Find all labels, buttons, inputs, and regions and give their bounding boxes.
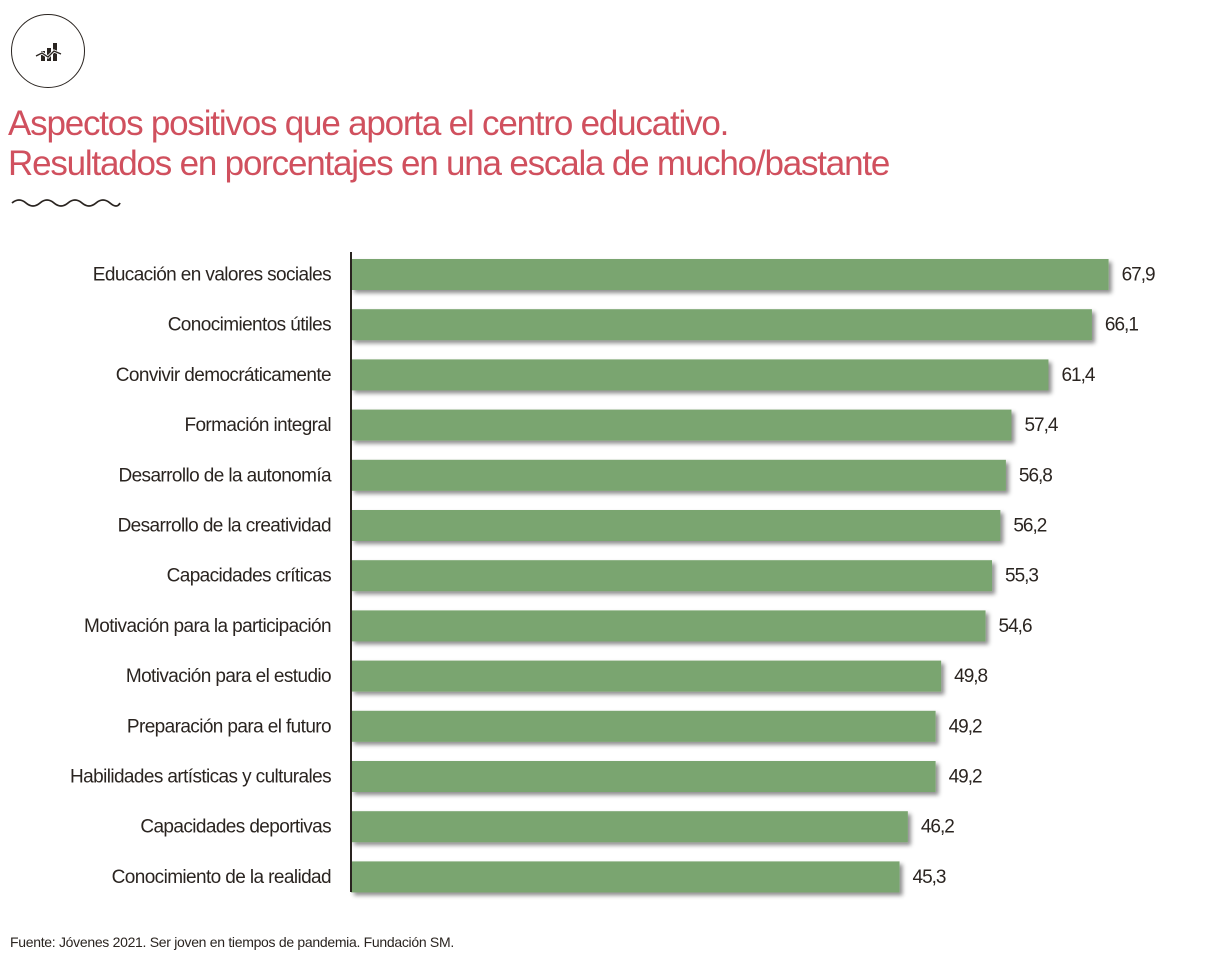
value-label: 57,4 xyxy=(1024,415,1058,436)
category-label: Preparación para el futuro xyxy=(127,716,331,737)
title-line-1: Aspectos positivos que aporta el centro … xyxy=(8,104,729,143)
page-title: Aspectos positivos que aporta el centro … xyxy=(8,104,890,184)
value-label: 66,1 xyxy=(1105,315,1138,336)
value-label: 49,2 xyxy=(949,767,982,788)
value-label: 56,2 xyxy=(1013,516,1046,537)
category-label: Motivación para la participación xyxy=(84,616,331,637)
value-label: 55,3 xyxy=(1005,566,1038,587)
bar-4 xyxy=(351,459,1006,491)
bar-6 xyxy=(351,560,993,592)
value-label: 49,2 xyxy=(949,716,982,737)
category-label: Capacidades deportivas xyxy=(140,817,331,838)
bar-2 xyxy=(351,359,1049,391)
category-label: Conocimiento de la realidad xyxy=(112,867,331,888)
category-label: Educación en valores sociales xyxy=(93,265,331,286)
value-label: 61,4 xyxy=(1061,365,1095,386)
bar-9 xyxy=(351,710,936,742)
value-label: 56,8 xyxy=(1019,465,1052,486)
title-line-2: Resultados en porcentajes en una escala … xyxy=(8,144,890,183)
bar-chart: Educación en valores sociales 67,9 Conocim… xyxy=(70,252,1156,893)
category-label: Habilidades artísticas y culturales xyxy=(70,767,331,788)
value-label: 46,2 xyxy=(921,817,954,838)
value-label: 49,8 xyxy=(954,666,987,687)
value-label: 45,3 xyxy=(913,867,946,888)
category-label: Motivación para el estudio xyxy=(126,666,331,687)
bar-5 xyxy=(351,510,1001,541)
bar-10 xyxy=(351,761,936,792)
chart-logo xyxy=(11,14,85,88)
bar-0 xyxy=(351,259,1109,290)
chart-icon xyxy=(35,43,62,61)
value-label: 67,9 xyxy=(1122,265,1155,286)
category-label: Desarrollo de la autonomía xyxy=(118,465,332,486)
bar-8 xyxy=(351,660,942,692)
category-label: Formación integral xyxy=(184,415,331,436)
bar-1 xyxy=(351,309,1092,341)
bar-12 xyxy=(351,861,900,893)
category-label: Conocimientos útiles xyxy=(168,315,331,336)
wave-divider xyxy=(11,199,121,207)
source-note: Fuente: Jóvenes 2021. Ser joven en tiemp… xyxy=(10,934,454,950)
category-label: Desarrollo de la creatividad xyxy=(118,516,331,537)
bar-7 xyxy=(351,610,986,642)
category-label: Convivir democráticamente xyxy=(116,365,331,386)
category-label: Capacidades críticas xyxy=(167,566,331,587)
bar-3 xyxy=(351,409,1012,441)
bar-11 xyxy=(351,811,908,843)
value-label: 54,6 xyxy=(999,616,1032,637)
